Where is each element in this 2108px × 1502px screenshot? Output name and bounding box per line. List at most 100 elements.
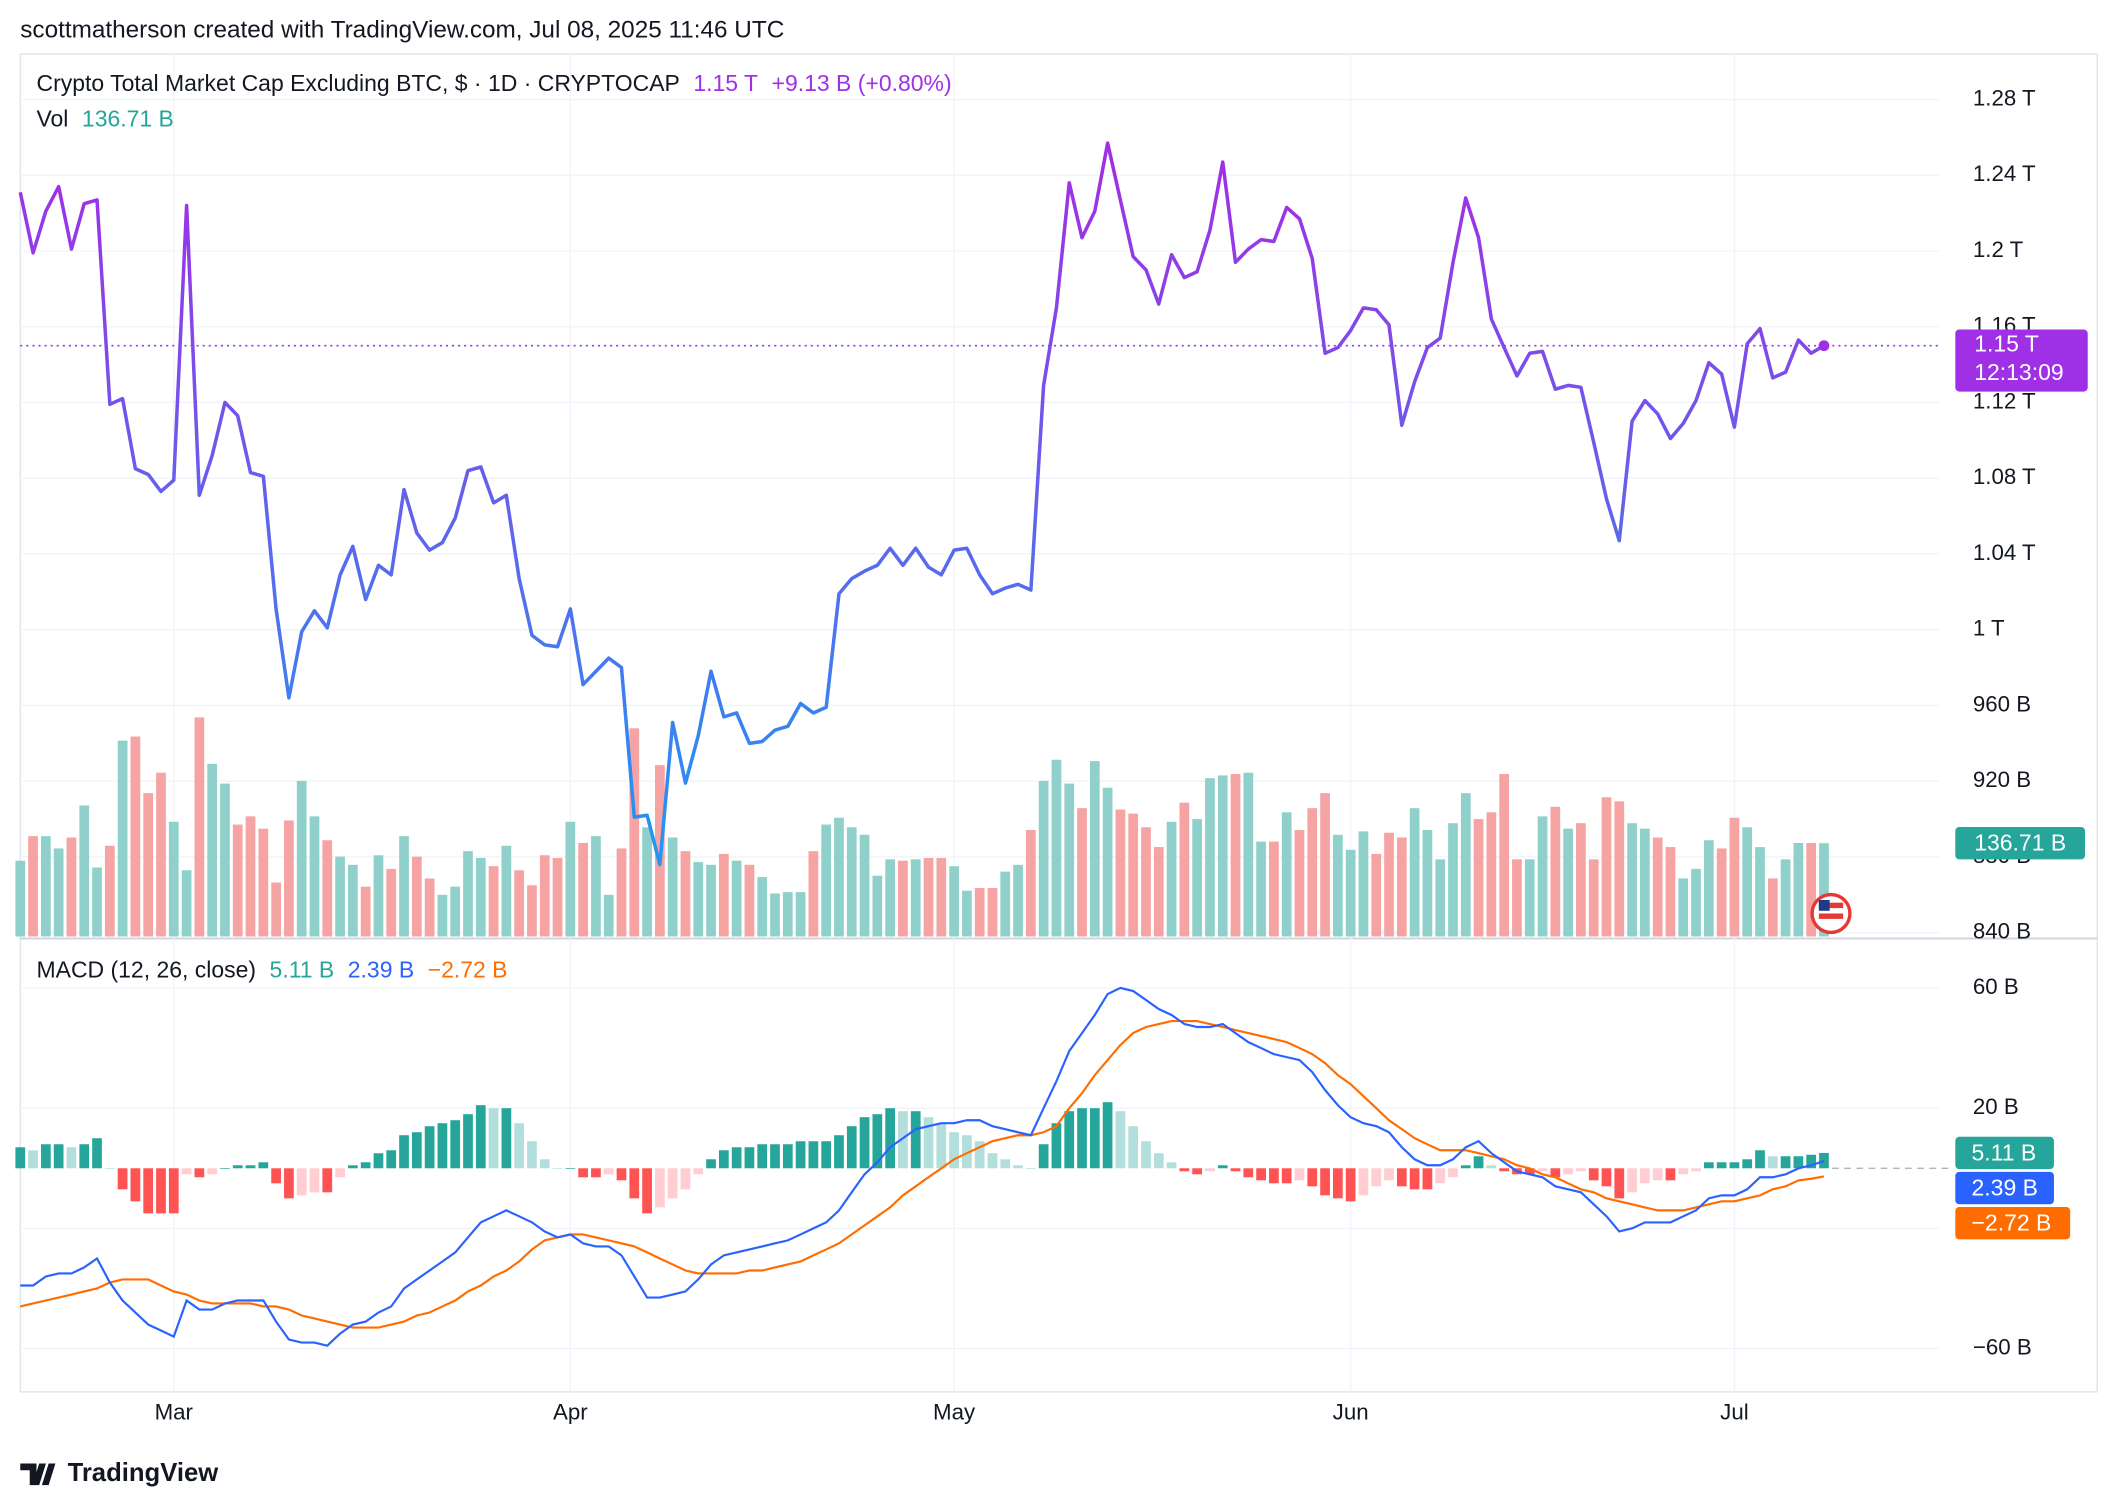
histogram-bar bbox=[834, 1135, 844, 1169]
volume-badge-value: 136.71 B bbox=[1974, 830, 2066, 856]
volume-bar bbox=[309, 816, 320, 937]
volume-bar bbox=[1627, 823, 1637, 937]
histogram-bar bbox=[1102, 1102, 1113, 1169]
histogram-bar bbox=[744, 1147, 755, 1169]
histogram-bar bbox=[399, 1135, 409, 1169]
volume-bar bbox=[1576, 823, 1586, 937]
volume-bar bbox=[667, 837, 678, 937]
volume-bar bbox=[591, 836, 601, 937]
volume-bar bbox=[475, 857, 486, 937]
volume-bar bbox=[1115, 809, 1126, 937]
volume-bar bbox=[1269, 841, 1279, 937]
macd-badge bbox=[1955, 1206, 2071, 1240]
volume-bar bbox=[1473, 819, 1484, 937]
histogram-bar bbox=[1192, 1168, 1203, 1175]
volume-bar bbox=[450, 886, 461, 937]
volume-bar bbox=[437, 894, 448, 937]
volume-bar bbox=[1320, 793, 1330, 937]
volume-bar bbox=[1141, 827, 1151, 937]
histogram-bar bbox=[1332, 1168, 1343, 1199]
x-tick-label: Jul bbox=[1720, 1399, 1748, 1424]
histogram-bar bbox=[1205, 1168, 1215, 1172]
volume-bar bbox=[1588, 859, 1599, 937]
histogram-bar bbox=[1294, 1168, 1305, 1181]
event-flag[interactable] bbox=[1810, 892, 1852, 935]
volume-bar bbox=[53, 848, 64, 937]
volume-bar bbox=[859, 834, 870, 937]
volume-bar bbox=[987, 888, 998, 937]
y-tick-label: 1 T bbox=[1973, 616, 2005, 641]
histogram-bar bbox=[1038, 1144, 1049, 1169]
y-tick-label: 1.24 T bbox=[1973, 161, 2036, 186]
volume-bar bbox=[974, 888, 985, 937]
volume-bar bbox=[1089, 761, 1100, 937]
histogram-bar bbox=[1524, 1168, 1535, 1175]
grid-layer bbox=[20, 54, 1940, 1392]
brand-name: TradingView bbox=[68, 1459, 219, 1487]
histogram-bar bbox=[1819, 1152, 1829, 1169]
histogram-bar bbox=[386, 1150, 397, 1169]
volume-bar bbox=[834, 817, 844, 937]
volume-bar bbox=[1396, 837, 1407, 937]
volume-bar bbox=[1217, 775, 1228, 937]
histogram-bar bbox=[1051, 1123, 1062, 1169]
histogram-bar bbox=[207, 1168, 218, 1175]
flag-canton bbox=[1818, 899, 1830, 911]
brand[interactable]: TradingView bbox=[20, 1459, 218, 1487]
volume-bar bbox=[565, 821, 576, 937]
histogram-bar bbox=[795, 1141, 806, 1169]
volume-bar bbox=[1345, 849, 1356, 937]
volume-bar bbox=[1332, 834, 1343, 937]
histogram-bar bbox=[1256, 1168, 1266, 1181]
histogram-bar bbox=[1652, 1168, 1663, 1181]
histogram-bar bbox=[411, 1132, 422, 1169]
volume-bar bbox=[757, 877, 768, 937]
volume-bar bbox=[232, 824, 243, 937]
histogram-bar bbox=[923, 1117, 934, 1169]
volume-bar bbox=[1742, 827, 1753, 937]
histogram-bar bbox=[1793, 1156, 1804, 1169]
volume-bar bbox=[936, 857, 947, 937]
histogram-bar bbox=[1077, 1108, 1087, 1169]
volume-bar bbox=[143, 793, 154, 937]
histogram-bar bbox=[872, 1114, 883, 1169]
legend-volume-label: Vol bbox=[36, 105, 68, 131]
histogram-bar bbox=[1128, 1126, 1139, 1169]
y-tick-label: 1.08 T bbox=[1973, 464, 2036, 489]
histogram-bar bbox=[1537, 1168, 1548, 1172]
histogram-bar bbox=[92, 1138, 102, 1169]
badge-layer: 1.15 T12:13:09 136.71 B 5.11 B 2.39 B −2.72 … bbox=[1955, 329, 2088, 1240]
volume-bar bbox=[923, 857, 934, 937]
histogram-bar bbox=[770, 1144, 780, 1169]
volume-bar bbox=[910, 859, 921, 937]
volume-bar bbox=[1077, 808, 1087, 937]
volume-bar bbox=[296, 780, 307, 937]
volume-bar bbox=[1819, 843, 1829, 937]
histogram-bar bbox=[181, 1168, 192, 1175]
volume-bar bbox=[642, 827, 652, 937]
histogram-bar bbox=[40, 1144, 51, 1169]
volume-bar bbox=[92, 867, 102, 937]
volume-bar bbox=[1448, 823, 1458, 937]
histogram-bar bbox=[168, 1168, 179, 1214]
histogram-bar bbox=[1384, 1168, 1394, 1181]
volume-bar bbox=[527, 885, 537, 937]
volume-bar bbox=[79, 805, 90, 937]
volume-bar bbox=[552, 857, 563, 937]
volume-bar bbox=[821, 824, 832, 937]
volume-bar bbox=[1524, 859, 1535, 937]
volume-bar bbox=[1678, 878, 1689, 937]
volume-bar bbox=[1153, 847, 1164, 937]
histogram-bar bbox=[1179, 1168, 1190, 1172]
volume-bar bbox=[15, 860, 26, 937]
volume-bar bbox=[1230, 774, 1241, 937]
price-badge-countdown: 12:13:09 bbox=[1974, 359, 2063, 385]
legend-macd-title: MACD (12, 26, close) bbox=[36, 957, 256, 983]
volume-bar bbox=[411, 856, 422, 937]
last-price-dot bbox=[1818, 340, 1830, 352]
histogram-bar bbox=[156, 1168, 166, 1214]
volume-bar bbox=[962, 890, 972, 937]
histogram-bar bbox=[117, 1168, 128, 1190]
histogram-bar bbox=[501, 1108, 512, 1169]
histogram-bar bbox=[475, 1105, 486, 1169]
